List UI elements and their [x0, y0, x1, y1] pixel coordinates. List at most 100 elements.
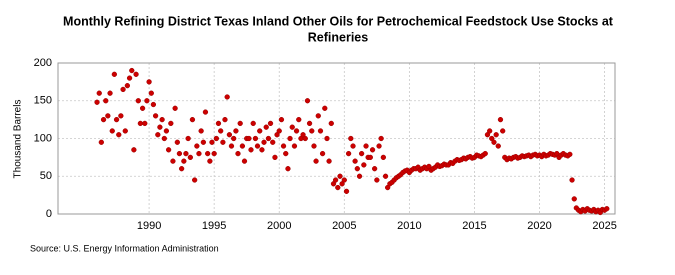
point — [170, 158, 176, 164]
point — [343, 188, 350, 195]
point — [155, 132, 161, 138]
point — [200, 139, 207, 145]
point — [267, 120, 274, 127]
point — [263, 124, 269, 130]
x-tick-label: 2000 — [267, 220, 291, 232]
point — [493, 132, 499, 138]
point — [103, 98, 109, 104]
point — [500, 128, 506, 134]
point — [172, 105, 178, 111]
y-tick-label: 0 — [46, 208, 52, 220]
point — [126, 75, 133, 81]
point — [235, 150, 241, 157]
point — [133, 71, 139, 77]
point — [326, 158, 332, 164]
point — [183, 150, 189, 157]
point — [135, 98, 141, 104]
chart-title: Refineries — [308, 30, 368, 44]
point — [228, 143, 235, 149]
point — [571, 196, 577, 202]
y-tick-label: 50 — [40, 170, 52, 182]
point — [152, 113, 159, 119]
point — [224, 94, 230, 100]
point — [341, 177, 347, 183]
point — [319, 150, 326, 157]
point — [363, 143, 369, 149]
point — [246, 135, 252, 142]
point — [345, 150, 352, 157]
point — [105, 113, 111, 119]
point — [196, 150, 202, 157]
point — [487, 128, 493, 134]
point — [374, 177, 380, 183]
point — [144, 98, 150, 104]
point — [250, 120, 256, 127]
point — [604, 206, 610, 212]
point — [328, 120, 334, 127]
point — [226, 132, 233, 138]
point — [122, 128, 128, 134]
point — [239, 143, 246, 149]
point — [283, 150, 289, 157]
point — [137, 120, 144, 127]
point — [569, 177, 575, 183]
point — [358, 150, 365, 157]
point — [100, 116, 107, 123]
point — [315, 113, 321, 119]
point — [257, 128, 263, 134]
y-tick-label: 150 — [34, 95, 52, 107]
point — [111, 71, 118, 77]
point — [131, 147, 137, 153]
point — [118, 113, 124, 119]
point — [146, 79, 152, 85]
point — [317, 128, 324, 134]
point — [174, 139, 180, 145]
point — [293, 128, 300, 134]
point — [335, 184, 341, 191]
y-tick-label: 100 — [34, 132, 52, 144]
point — [352, 158, 358, 164]
point — [157, 124, 163, 130]
point — [296, 116, 302, 123]
point — [139, 105, 146, 111]
point — [215, 120, 222, 127]
point — [148, 90, 154, 96]
point — [98, 139, 104, 145]
point — [187, 154, 194, 161]
point — [369, 147, 376, 153]
point — [205, 150, 211, 157]
point — [276, 128, 282, 134]
point — [207, 158, 213, 164]
point — [309, 128, 315, 134]
point — [259, 147, 265, 153]
point — [209, 139, 215, 145]
point — [491, 139, 497, 145]
point — [211, 150, 217, 157]
point — [231, 135, 237, 142]
point — [280, 143, 287, 149]
point — [222, 116, 228, 123]
point — [191, 177, 198, 183]
point — [181, 158, 187, 164]
point — [254, 143, 261, 149]
point — [382, 173, 389, 179]
point — [252, 135, 259, 142]
point — [261, 139, 267, 145]
x-tick-label: 2005 — [332, 220, 356, 232]
point — [96, 90, 102, 96]
point — [178, 166, 185, 172]
point — [142, 120, 148, 127]
x-tick-label: 1995 — [202, 220, 226, 232]
point — [356, 173, 363, 179]
point — [107, 90, 113, 96]
point — [202, 109, 209, 115]
point — [124, 83, 131, 89]
point — [272, 154, 278, 161]
point — [497, 116, 504, 123]
point — [361, 162, 367, 168]
point — [163, 128, 170, 134]
source: Source: U.S. Energy Information Administ… — [30, 243, 219, 253]
chart-title: Monthly Refining District Texas Inland O… — [63, 14, 614, 28]
point — [150, 101, 157, 108]
y-tick-label: 200 — [34, 57, 52, 69]
